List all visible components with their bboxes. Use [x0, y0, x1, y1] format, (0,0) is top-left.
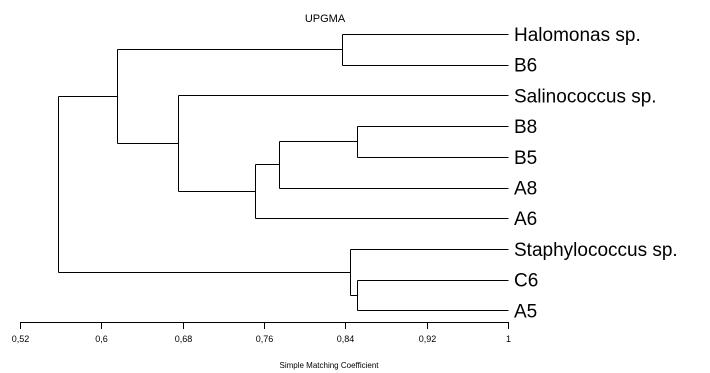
leaf-label: Salinococcus sp.: [514, 86, 657, 107]
x-axis: 0,52 0,6 0,68 0,76 0,84 0,92 1: [12, 322, 511, 344]
leaf-label: Staphylococcus sp.: [514, 240, 678, 261]
dendrogram-branches: [58, 34, 509, 311]
x-tick-label: 0,84: [337, 334, 355, 344]
leaf-label: B8: [514, 117, 537, 138]
x-tick-label: 0,76: [256, 334, 274, 344]
leaf-labels: Halomonas sp. B6 Salinococcus sp. B8 B5 A8 A6 S…: [514, 25, 678, 322]
chart-title: UPGMA: [305, 13, 346, 25]
x-tick-label: 0,68: [175, 334, 193, 344]
x-tick-label: 0,52: [12, 334, 30, 344]
leaf-label: Halomonas sp.: [514, 25, 641, 46]
leaf-label: B5: [514, 148, 537, 169]
leaf-label: A5: [514, 301, 537, 322]
x-axis-label: Simple Matching Coefficient: [279, 361, 379, 370]
leaf-label: B6: [514, 56, 537, 77]
leaf-label: A8: [514, 179, 537, 200]
leaf-label: A6: [514, 209, 537, 230]
x-tick-label: 0,92: [419, 334, 437, 344]
x-tick-label: 1: [506, 334, 511, 344]
x-tick-label: 0,6: [95, 334, 108, 344]
leaf-label: C6: [514, 271, 538, 292]
